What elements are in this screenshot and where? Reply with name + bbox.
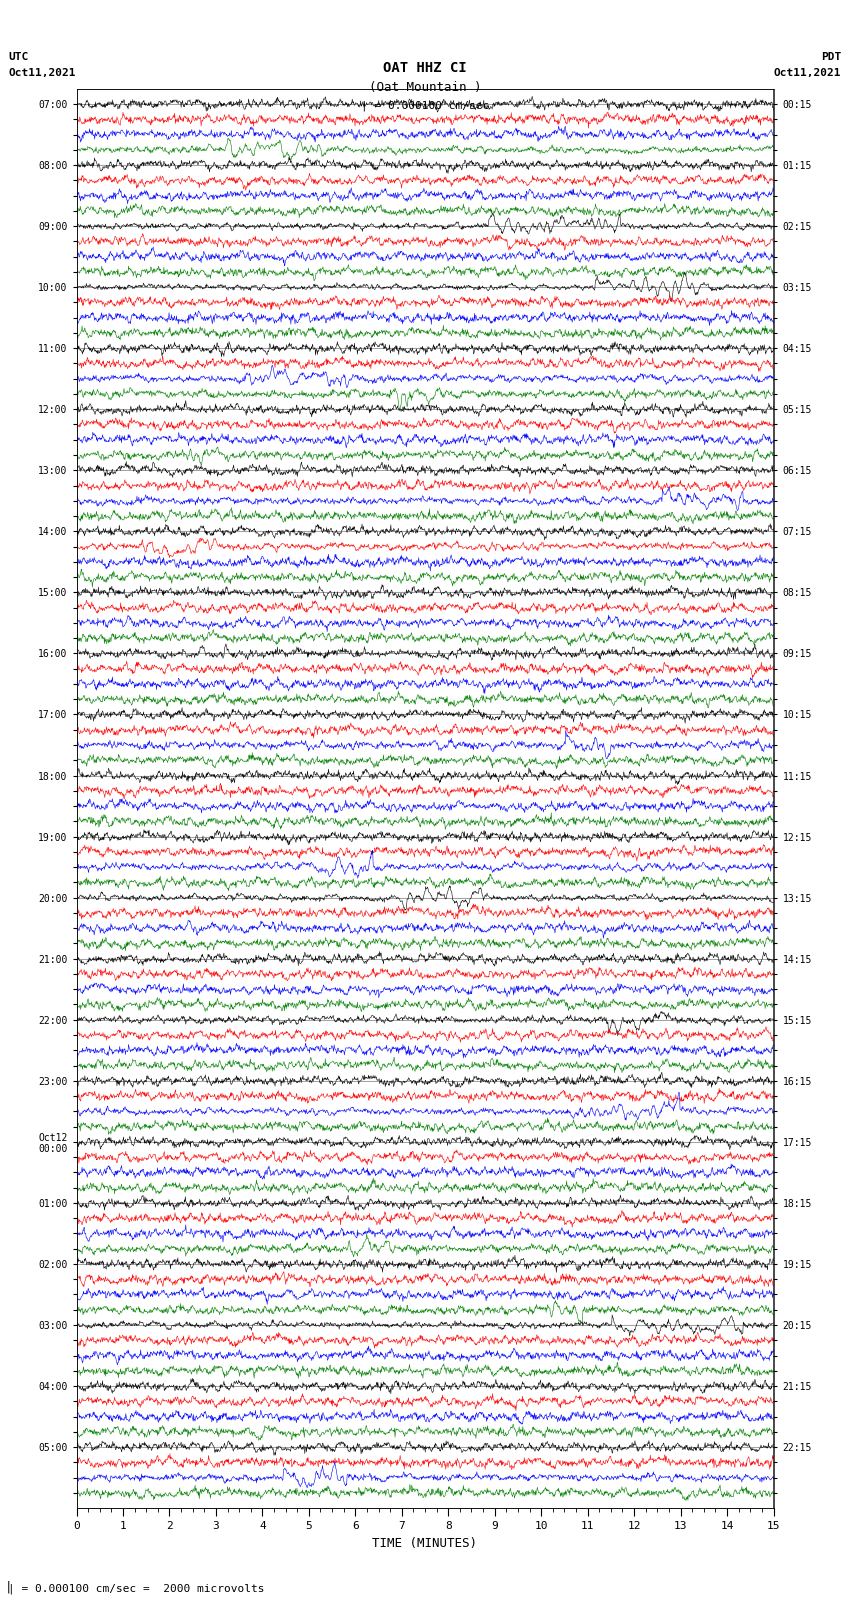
Text: OAT HHZ CI: OAT HHZ CI [383,61,467,76]
Text: UTC: UTC [8,52,29,61]
X-axis label: TIME (MINUTES): TIME (MINUTES) [372,1537,478,1550]
Text: |: | [4,1581,12,1594]
Text: | = 0.000100 cm/sec =  2000 microvolts: | = 0.000100 cm/sec = 2000 microvolts [8,1582,265,1594]
Text: | = 0.000100 cm/sec: | = 0.000100 cm/sec [361,100,489,111]
Text: Oct11,2021: Oct11,2021 [8,68,76,77]
Text: PDT: PDT [821,52,842,61]
Text: Oct11,2021: Oct11,2021 [774,68,842,77]
Text: (Oat Mountain ): (Oat Mountain ) [369,81,481,94]
